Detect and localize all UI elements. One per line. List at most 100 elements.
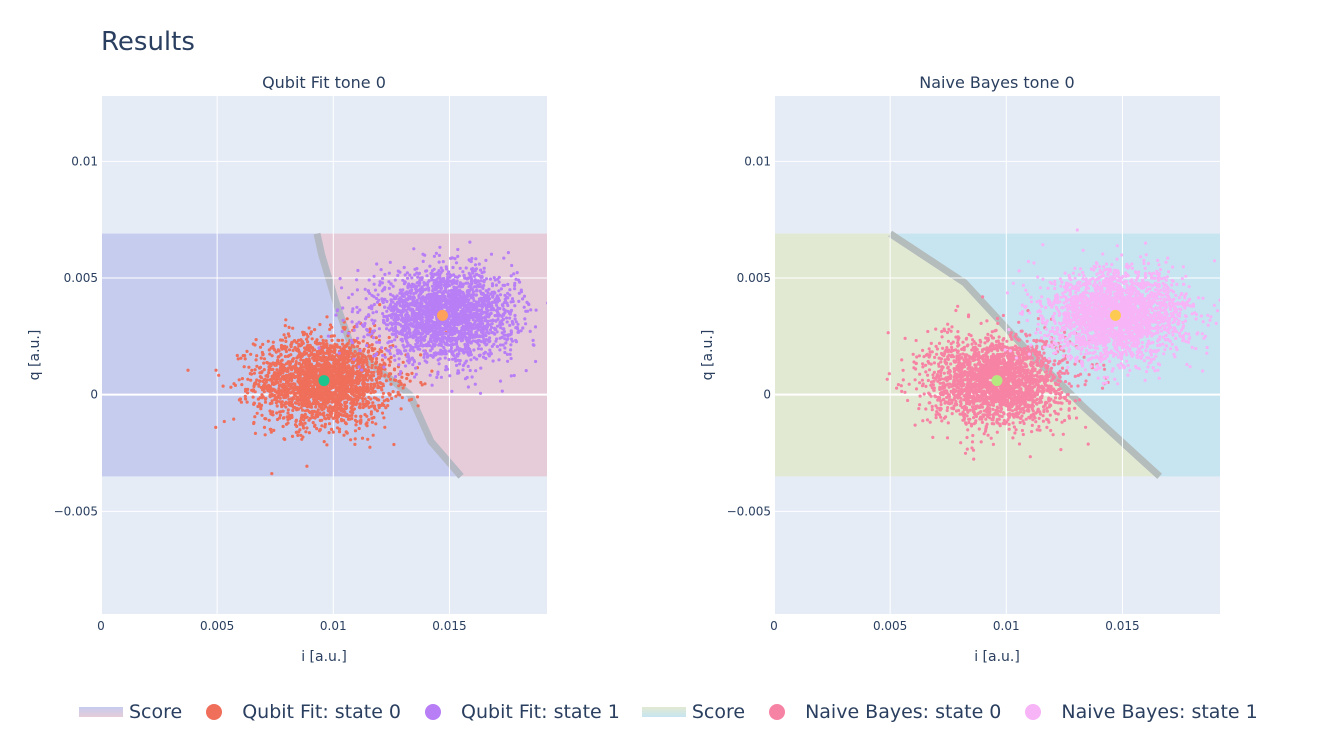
data-point — [262, 368, 266, 372]
data-point — [419, 341, 423, 345]
data-point — [275, 411, 279, 415]
data-point — [549, 310, 552, 313]
data-point — [417, 272, 421, 276]
data-point — [420, 301, 424, 305]
data-point — [437, 352, 441, 356]
data-point — [392, 368, 397, 372]
data-point — [331, 391, 335, 395]
data-point — [401, 386, 405, 390]
data-point — [378, 363, 382, 367]
data-point — [437, 260, 441, 264]
data-point — [358, 308, 362, 312]
data-point — [396, 309, 400, 314]
data-point — [309, 330, 313, 334]
data-point — [347, 395, 351, 399]
data-point — [473, 307, 477, 311]
data-point — [295, 340, 299, 345]
data-point — [375, 352, 379, 356]
data-point — [280, 392, 284, 396]
data-point — [471, 335, 475, 339]
data-point — [344, 422, 348, 426]
data-point — [367, 278, 371, 282]
data-point — [363, 321, 367, 326]
data-point — [457, 349, 461, 353]
data-point — [357, 341, 361, 345]
data-point — [403, 364, 408, 368]
data-point — [327, 368, 331, 372]
data-point — [330, 393, 334, 397]
data-point — [362, 385, 366, 389]
data-point — [406, 276, 410, 280]
data-point — [313, 348, 317, 352]
data-point — [408, 358, 412, 362]
data-point — [356, 382, 360, 386]
data-point — [320, 424, 324, 428]
data-point — [369, 370, 374, 374]
data-point — [363, 368, 368, 372]
data-point — [290, 434, 295, 438]
data-point — [304, 430, 308, 434]
data-point — [325, 315, 329, 319]
data-point — [345, 431, 349, 435]
data-point — [371, 373, 375, 377]
data-point — [330, 406, 334, 410]
data-point — [405, 313, 410, 317]
data-point — [471, 290, 475, 294]
data-point — [298, 375, 302, 379]
data-point — [399, 407, 403, 411]
data-point — [490, 331, 494, 335]
data-point — [366, 382, 370, 387]
data-point — [443, 297, 447, 301]
data-point — [495, 337, 499, 341]
data-point — [390, 396, 394, 401]
data-point — [374, 362, 378, 366]
data-point — [377, 334, 382, 338]
data-point — [327, 399, 331, 404]
data-point — [447, 270, 451, 274]
data-point — [330, 369, 334, 373]
data-point — [498, 343, 503, 347]
data-point — [312, 358, 316, 363]
data-point — [509, 356, 513, 361]
data-point — [360, 323, 364, 327]
data-point — [398, 303, 402, 308]
data-point — [285, 345, 289, 349]
data-point — [242, 365, 246, 369]
data-point — [394, 345, 398, 349]
data-point — [458, 362, 462, 366]
data-point — [300, 363, 304, 367]
data-point — [266, 339, 270, 343]
data-point — [360, 368, 364, 372]
data-point — [357, 320, 361, 324]
data-point — [462, 308, 466, 313]
data-point — [291, 372, 295, 376]
data-point — [512, 373, 516, 378]
data-point — [368, 333, 372, 337]
data-point — [315, 387, 319, 391]
data-point — [338, 407, 342, 411]
data-point — [315, 352, 319, 356]
data-point — [425, 319, 429, 323]
data-point — [307, 418, 311, 422]
data-point — [381, 391, 385, 395]
data-point — [497, 358, 501, 362]
data-point — [344, 390, 348, 394]
data-point — [442, 349, 446, 353]
data-point — [352, 381, 356, 385]
data-point — [385, 327, 389, 331]
data-point — [318, 367, 322, 371]
data-point — [429, 272, 433, 276]
data-point — [509, 330, 513, 334]
data-point — [486, 319, 490, 323]
data-point — [458, 266, 462, 270]
data-point — [343, 379, 347, 383]
data-point — [917, 407, 921, 411]
data-point — [388, 292, 393, 296]
data-point — [469, 259, 473, 264]
data-point — [473, 311, 477, 315]
data-point — [514, 320, 518, 324]
data-point — [388, 352, 392, 356]
data-point — [293, 346, 297, 350]
data-point — [336, 414, 340, 419]
data-point — [502, 312, 506, 316]
